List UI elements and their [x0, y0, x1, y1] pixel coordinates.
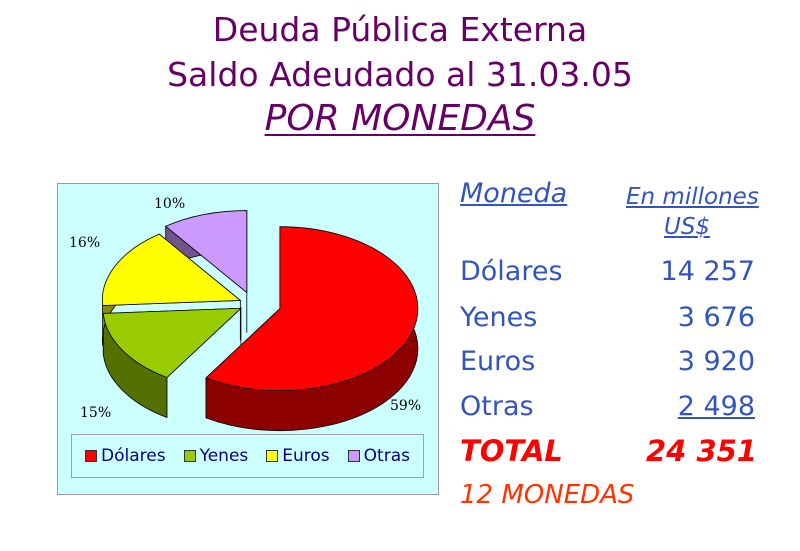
pie-slice-euros	[101, 233, 242, 306]
row-name-yenes: Yenes	[460, 302, 538, 333]
legend-item-dolares: Dólares	[85, 446, 166, 466]
legend-label-euros: Euros	[282, 446, 330, 466]
row-value-yenes: 3 676	[677, 302, 755, 333]
column-header-millones: En millones	[626, 184, 759, 210]
row-name-euros: Euros	[460, 346, 536, 377]
row-value-otras: 2 498	[677, 391, 755, 422]
pie-chart-panel: 59% 15% 16% 10% Dólares Yenes Euros Otra…	[57, 183, 439, 495]
legend-swatch-euros	[266, 450, 279, 462]
currency-count: 12 MONEDAS	[460, 480, 635, 510]
row-value-euros: 3 920	[677, 346, 755, 377]
pie-slice-otras	[164, 210, 248, 294]
data-label-otras: 10%	[154, 196, 185, 212]
pie-slice-dolares	[205, 226, 419, 392]
legend-item-euros: Euros	[266, 446, 330, 466]
pie-slice-yenes	[102, 307, 243, 378]
legend-item-yenes: Yenes	[183, 446, 249, 466]
legend-swatch-dolares	[85, 450, 97, 462]
legend-swatch-yenes	[183, 450, 196, 462]
row-name-dolares: Dólares	[460, 256, 563, 287]
column-header-moneda: Moneda	[460, 178, 568, 209]
total-label: TOTAL	[460, 434, 563, 468]
legend-label-yenes: Yenes	[199, 446, 249, 466]
chart-legend: Dólares Yenes Euros Otras	[71, 434, 424, 478]
legend-item-otras: Otras	[347, 446, 410, 466]
data-label-euros: 16%	[69, 235, 100, 251]
data-label-dolares: 59%	[390, 398, 421, 414]
legend-label-otras: Otras	[363, 446, 410, 466]
pie-chart: 59% 15% 16% 10%	[69, 196, 421, 432]
row-value-dolares: 14 257	[660, 256, 755, 287]
row-name-otras: Otras	[460, 391, 534, 422]
title-line-3: POR MONEDAS	[264, 98, 536, 139]
total-value: 24 351	[646, 434, 757, 468]
column-header-usd: US$	[664, 214, 711, 240]
title-line-2: Saldo Adeudado al 31.03.05	[167, 55, 633, 94]
legend-swatch-otras	[347, 450, 360, 462]
data-label-yenes: 15%	[80, 405, 111, 421]
title-line-1: Deuda Pública Externa	[212, 10, 588, 49]
legend-label-dolares: Dólares	[101, 446, 166, 466]
